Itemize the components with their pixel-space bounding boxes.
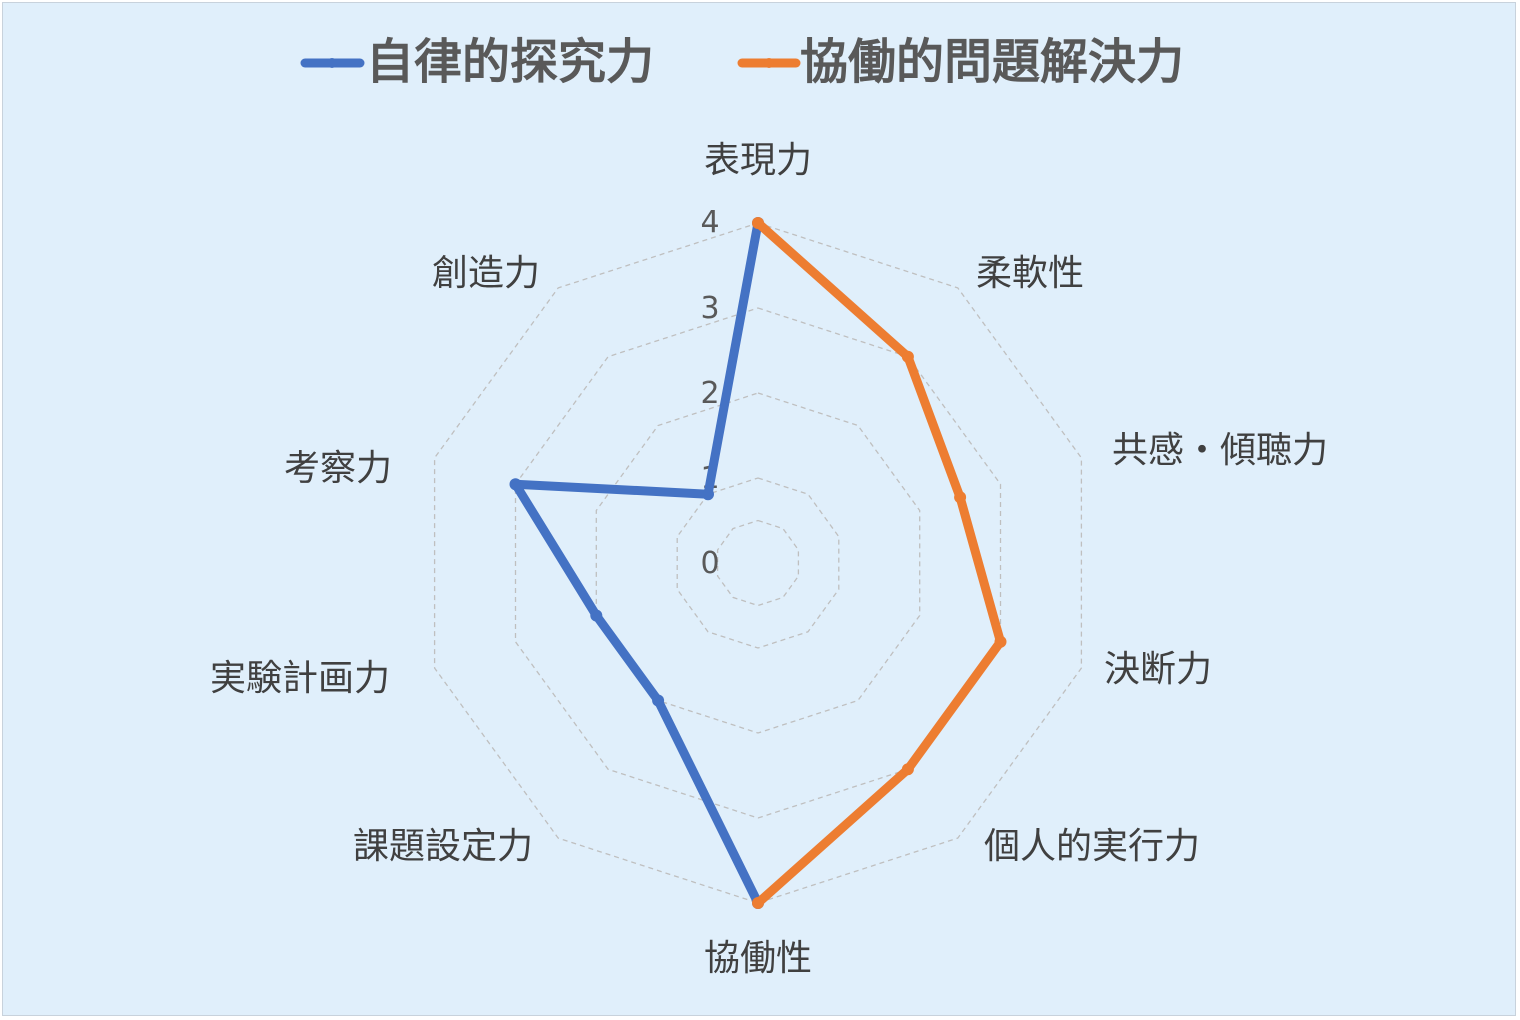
category-label: 考察力: [284, 448, 392, 489]
series-line-collaborative: [753, 218, 1005, 908]
tick-label: 0: [700, 546, 719, 581]
data-point-collaborative: [752, 217, 764, 229]
legend: 自律的探究力 協働的問題解決力: [300, 34, 1184, 90]
legend-marker-autonomous: [327, 58, 337, 68]
radar-grid: [433, 222, 1083, 904]
category-label: 課題設定力: [353, 826, 533, 867]
data-point-collaborative: [752, 897, 764, 909]
data-point-collaborative: [901, 350, 914, 363]
data-point-autonomous: [590, 609, 603, 622]
data-point-autonomous: [702, 488, 714, 501]
grid-ring: [514, 307, 1002, 819]
grid-ring: [433, 222, 1083, 904]
legend-entry-autonomous: 自律的探究力: [300, 34, 654, 90]
series-line-autonomous: [511, 218, 763, 908]
data-point-autonomous: [509, 478, 522, 491]
series-layer: [509, 217, 1007, 909]
legend-label-collaborative: 協働的問題解決力: [800, 34, 1184, 90]
category-label: 表現力: [704, 140, 812, 181]
data-point-collaborative: [901, 763, 914, 776]
category-label: 共感・傾聴力: [1112, 430, 1328, 471]
tick-label: 4: [700, 205, 719, 240]
category-label: 創造力: [432, 253, 540, 294]
data-point-collaborative: [954, 491, 967, 504]
category-label: 決断力: [1104, 649, 1212, 690]
category-label: 実験計画力: [210, 658, 390, 699]
category-label: 柔軟性: [976, 253, 1084, 294]
legend-marker-collaborative: [764, 58, 774, 68]
grid-ring: [595, 392, 921, 734]
tick-label: 2: [700, 376, 719, 411]
data-point-collaborative: [994, 635, 1007, 648]
category-label: 個人的実行力: [984, 826, 1200, 867]
category-label: 協働性: [704, 938, 812, 979]
data-point-autonomous: [652, 694, 665, 707]
legend-entry-collaborative: 協働的問題解決力: [737, 34, 1184, 90]
tick-label: 3: [700, 291, 719, 326]
grid-ring: [716, 519, 800, 607]
grid-ring: [676, 477, 840, 649]
legend-label-autonomous: 自律的探究力: [366, 34, 654, 90]
